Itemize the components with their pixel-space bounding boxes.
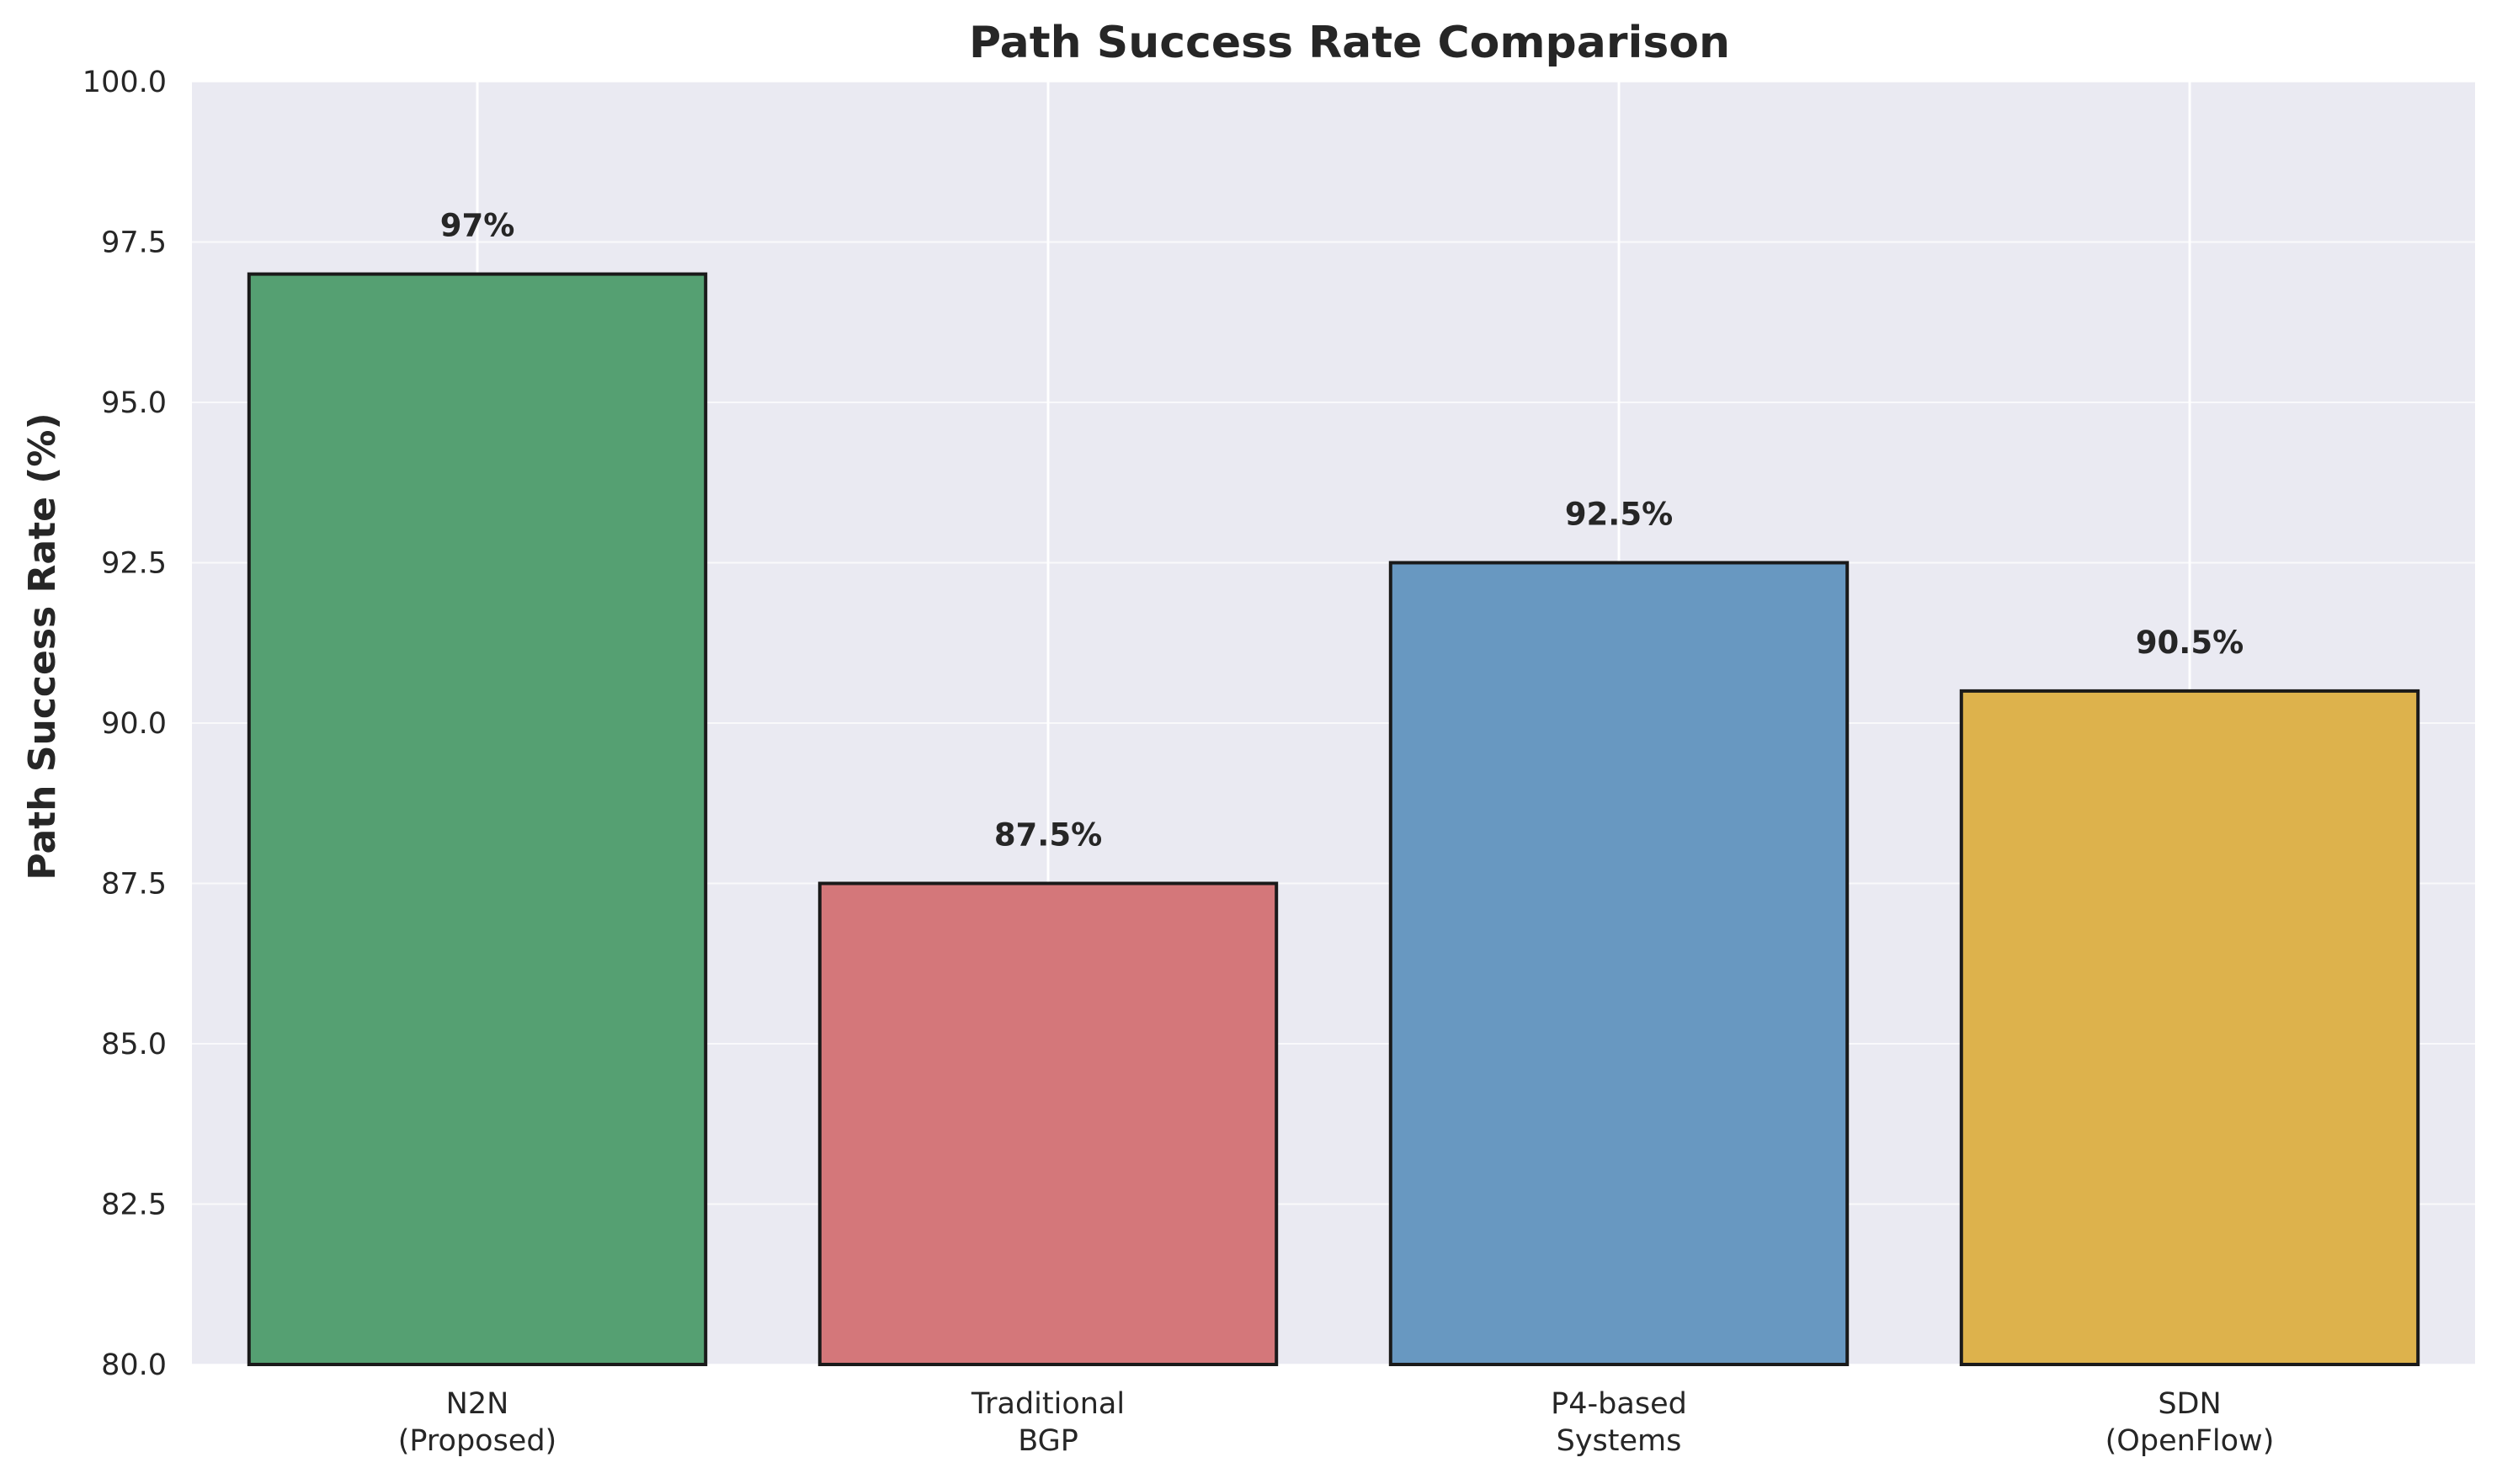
- bar: [817, 881, 1279, 1366]
- bar: [247, 272, 708, 1367]
- y-tick-label: 100.0: [83, 66, 167, 99]
- x-tick-label: P4-based Systems: [1551, 1387, 1687, 1458]
- bar-value-label: 97%: [440, 208, 515, 244]
- chart-title: Path Success Rate Comparison: [969, 18, 1730, 68]
- bar-value-label: 90.5%: [2136, 625, 2244, 661]
- bars: [247, 272, 2420, 1367]
- bar-value-label: 92.5%: [1565, 497, 1673, 533]
- bar: [1959, 689, 2420, 1366]
- y-tick-label: 82.5: [101, 1189, 167, 1222]
- y-tick-label: 95.0: [101, 386, 167, 420]
- y-tick-label: 80.0: [101, 1348, 167, 1382]
- bar: [1388, 561, 1850, 1366]
- y-tick-label: 87.5: [101, 868, 167, 902]
- x-tick-label: SDN (OpenFlow): [2105, 1387, 2275, 1458]
- value-labels: 97% 87.5% 92.5% 90.5%: [440, 208, 2244, 854]
- y-tick-label: 92.5: [101, 547, 167, 581]
- y-axis-ticks: 80.0 82.5 85.0 87.5 90.0 92.5 95.0 97.5 100.0: [83, 66, 167, 1382]
- x-axis-ticks: N2N (Proposed) Traditional BGP P4-based Syste…: [398, 1387, 2275, 1458]
- y-axis-label: Path Success Rate (%): [21, 412, 64, 880]
- x-tick-label: N2N (Proposed): [398, 1387, 556, 1458]
- x-tick-label: Traditional BGP: [971, 1387, 1125, 1458]
- y-tick-label: 97.5: [101, 226, 167, 260]
- y-tick-label: 90.0: [101, 707, 167, 741]
- bar-value-label: 87.5%: [994, 817, 1102, 854]
- y-tick-label: 85.0: [101, 1028, 167, 1061]
